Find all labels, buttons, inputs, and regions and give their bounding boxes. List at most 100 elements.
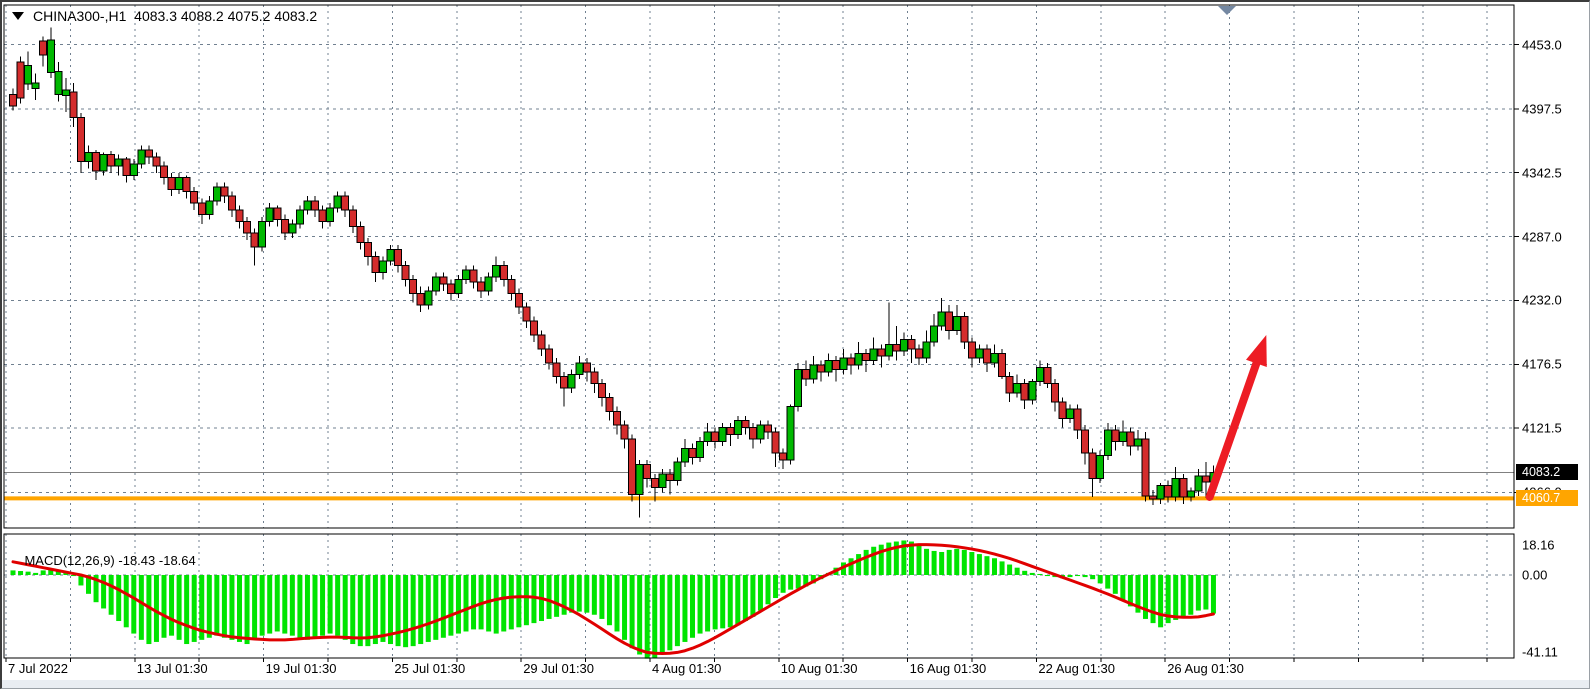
candle-down bbox=[605, 396, 614, 412]
candle-down bbox=[160, 165, 168, 179]
candle-up bbox=[824, 359, 833, 373]
macd-histogram-bar bbox=[531, 575, 537, 624]
candle-up bbox=[899, 339, 908, 352]
candle-down bbox=[620, 424, 629, 440]
candle-down bbox=[522, 306, 531, 322]
macd-histogram-bar bbox=[1029, 572, 1035, 575]
candle-up bbox=[839, 357, 848, 371]
macd-histogram-bar bbox=[33, 572, 39, 575]
macd-axis-label: 18.16 bbox=[1522, 537, 1555, 553]
macd-histogram-bar bbox=[750, 575, 756, 617]
macd-histogram-bar bbox=[342, 575, 348, 640]
macd-histogram-bar bbox=[795, 575, 801, 589]
symbol-dropdown-icon[interactable] bbox=[12, 12, 24, 20]
macd-histogram-bar bbox=[712, 575, 718, 630]
trend-arrow-shaft[interactable] bbox=[1205, 359, 1261, 501]
macd-histogram-bar bbox=[380, 575, 386, 642]
candle-up bbox=[492, 265, 501, 278]
candle-down bbox=[779, 452, 788, 461]
candle-down bbox=[982, 348, 991, 364]
macd-histogram-bar bbox=[773, 575, 779, 599]
chart-header: CHINA300-,H1 4083.3 4088.2 4075.2 4083.2 bbox=[12, 7, 317, 25]
candle-down bbox=[439, 276, 448, 285]
macd-histogram-bar bbox=[327, 575, 333, 634]
macd-histogram-bar bbox=[123, 575, 129, 628]
macd-histogram-bar bbox=[674, 575, 680, 647]
candle-down bbox=[197, 202, 206, 216]
macd-histogram-bar bbox=[765, 575, 771, 605]
candle-up bbox=[1035, 366, 1044, 382]
macd-histogram-bar bbox=[153, 575, 159, 642]
candle-up bbox=[990, 353, 999, 364]
candle-down bbox=[341, 195, 350, 211]
price-axis-label: 4342.5 bbox=[1522, 165, 1562, 180]
macd-histogram-bar bbox=[395, 575, 401, 647]
candle-down bbox=[446, 283, 455, 294]
candle-down bbox=[892, 343, 901, 352]
macd-histogram-bar bbox=[1090, 575, 1096, 580]
macd-histogram-bar bbox=[984, 556, 990, 575]
candle-down bbox=[76, 117, 85, 163]
macd-histogram-bar bbox=[569, 575, 575, 613]
candle-up bbox=[303, 200, 312, 211]
candle-up bbox=[265, 207, 274, 223]
candle-down bbox=[1081, 429, 1090, 454]
macd-histogram-bar bbox=[1067, 575, 1073, 578]
candle-down bbox=[643, 464, 652, 479]
macd-histogram-bar bbox=[448, 575, 454, 636]
price-axis-label: 4287.0 bbox=[1522, 229, 1562, 245]
candle-down bbox=[1126, 431, 1135, 447]
macd-histogram-bar bbox=[289, 575, 295, 636]
macd-histogram-bar bbox=[221, 575, 227, 638]
candle-up bbox=[378, 260, 387, 274]
candle-down bbox=[1164, 484, 1173, 498]
current-price-tag: 4083.2 bbox=[1516, 464, 1578, 481]
candle-up bbox=[326, 207, 335, 223]
macd-histogram-bar bbox=[810, 575, 816, 584]
macd-histogram-bar bbox=[1120, 575, 1126, 601]
macd-histogram-bar bbox=[1180, 575, 1186, 617]
candle-up bbox=[99, 154, 108, 172]
candle-down bbox=[507, 278, 516, 294]
candle-down bbox=[190, 191, 199, 204]
macd-histogram-bar bbox=[1082, 575, 1088, 578]
macd-histogram-bar bbox=[690, 575, 695, 638]
candle-up bbox=[431, 276, 440, 292]
candle-down bbox=[545, 348, 554, 364]
candle-up bbox=[1096, 454, 1105, 479]
candle-down bbox=[801, 369, 810, 380]
candle-down bbox=[16, 61, 25, 99]
time-axis-label: 22 Aug 01:30 bbox=[1038, 661, 1116, 676]
candle-up bbox=[386, 248, 395, 262]
candle-up bbox=[454, 278, 463, 294]
macd-histogram-bar bbox=[184, 575, 190, 645]
macd-histogram-bar bbox=[297, 575, 303, 638]
candle-down bbox=[862, 353, 871, 361]
macd-histogram-bar bbox=[146, 575, 152, 645]
macd-histogram-bar bbox=[1165, 575, 1171, 624]
macd-main-value: -18.43 bbox=[118, 553, 156, 568]
macd-histogram-bar bbox=[1105, 575, 1111, 589]
candle-down bbox=[529, 320, 538, 336]
candle-down bbox=[1020, 383, 1029, 401]
macd-histogram-bar bbox=[901, 540, 907, 575]
candle-down bbox=[771, 431, 780, 454]
ohlc-open: 4083.3 bbox=[134, 8, 177, 24]
macd-histogram-bar bbox=[516, 575, 522, 628]
candle-up bbox=[937, 311, 946, 327]
macd-histogram-bar bbox=[591, 575, 597, 615]
candle-down bbox=[590, 371, 599, 385]
candle-down bbox=[764, 424, 772, 433]
trend-arrow-head[interactable] bbox=[1246, 335, 1267, 367]
candle-down bbox=[499, 265, 508, 280]
macd-histogram-bar bbox=[1188, 575, 1194, 615]
macd-histogram-bar bbox=[1173, 575, 1179, 620]
macd-histogram-bar bbox=[108, 575, 114, 615]
candle-down bbox=[69, 91, 78, 119]
macd-histogram-bar bbox=[131, 575, 137, 634]
candle-down bbox=[92, 151, 101, 172]
macd-histogram-bar bbox=[705, 575, 711, 632]
scroll-to-end-icon[interactable] bbox=[1218, 6, 1236, 15]
candle-up bbox=[952, 316, 961, 331]
